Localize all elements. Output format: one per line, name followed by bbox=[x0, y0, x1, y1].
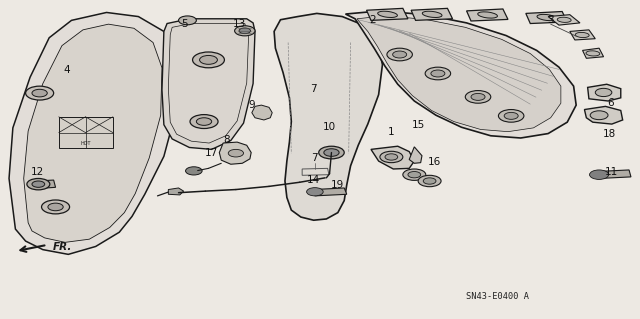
Circle shape bbox=[27, 178, 50, 190]
Circle shape bbox=[431, 70, 445, 77]
Circle shape bbox=[32, 89, 47, 97]
Polygon shape bbox=[409, 147, 422, 163]
Polygon shape bbox=[346, 11, 576, 138]
Circle shape bbox=[465, 91, 491, 103]
Polygon shape bbox=[526, 11, 567, 24]
Circle shape bbox=[423, 178, 436, 184]
Circle shape bbox=[385, 154, 397, 160]
Text: FR.: FR. bbox=[52, 242, 72, 252]
Polygon shape bbox=[24, 24, 162, 242]
Circle shape bbox=[196, 118, 212, 125]
Circle shape bbox=[504, 112, 518, 119]
Circle shape bbox=[186, 167, 202, 175]
Text: HOT: HOT bbox=[80, 141, 91, 146]
Text: 17: 17 bbox=[205, 148, 218, 158]
Polygon shape bbox=[570, 30, 595, 40]
Circle shape bbox=[380, 151, 403, 163]
Circle shape bbox=[499, 109, 524, 122]
Circle shape bbox=[239, 28, 250, 33]
Circle shape bbox=[179, 16, 196, 25]
Circle shape bbox=[235, 26, 255, 36]
Circle shape bbox=[32, 181, 45, 187]
Circle shape bbox=[319, 146, 344, 159]
Circle shape bbox=[200, 56, 218, 64]
Polygon shape bbox=[59, 117, 113, 148]
Circle shape bbox=[393, 51, 406, 58]
Polygon shape bbox=[168, 188, 184, 195]
Circle shape bbox=[190, 115, 218, 129]
Text: 9: 9 bbox=[248, 100, 255, 110]
Text: 1: 1 bbox=[388, 127, 395, 137]
Circle shape bbox=[403, 169, 426, 180]
Polygon shape bbox=[597, 170, 631, 178]
Circle shape bbox=[425, 67, 451, 80]
Polygon shape bbox=[548, 15, 580, 25]
Polygon shape bbox=[467, 9, 508, 21]
Text: 14: 14 bbox=[307, 175, 319, 185]
Polygon shape bbox=[588, 84, 621, 101]
Ellipse shape bbox=[477, 12, 497, 18]
Circle shape bbox=[595, 88, 612, 97]
Circle shape bbox=[42, 200, 70, 214]
Ellipse shape bbox=[575, 33, 589, 38]
Polygon shape bbox=[9, 12, 177, 254]
Ellipse shape bbox=[557, 17, 571, 22]
Text: 12: 12 bbox=[31, 167, 44, 176]
Polygon shape bbox=[274, 13, 383, 220]
Circle shape bbox=[387, 48, 412, 61]
Text: 6: 6 bbox=[607, 98, 614, 108]
Polygon shape bbox=[411, 8, 452, 20]
Text: 7: 7 bbox=[310, 84, 317, 94]
Polygon shape bbox=[314, 188, 347, 196]
Text: 7: 7 bbox=[312, 153, 318, 163]
Text: 5: 5 bbox=[181, 19, 188, 28]
Text: 13: 13 bbox=[232, 19, 246, 28]
Text: 19: 19 bbox=[331, 180, 344, 190]
Text: 18: 18 bbox=[604, 129, 616, 138]
Text: SN43-E0400 A: SN43-E0400 A bbox=[466, 292, 529, 300]
Circle shape bbox=[589, 170, 609, 179]
Polygon shape bbox=[162, 19, 255, 149]
Polygon shape bbox=[367, 8, 408, 20]
Text: 15: 15 bbox=[412, 120, 426, 130]
Circle shape bbox=[418, 175, 441, 187]
Circle shape bbox=[307, 188, 323, 196]
Text: 8: 8 bbox=[223, 135, 230, 145]
Polygon shape bbox=[584, 106, 623, 124]
Text: 3: 3 bbox=[547, 15, 554, 26]
Circle shape bbox=[408, 172, 420, 178]
Ellipse shape bbox=[586, 51, 600, 56]
Circle shape bbox=[193, 52, 225, 68]
Circle shape bbox=[26, 86, 54, 100]
Polygon shape bbox=[371, 146, 414, 169]
Polygon shape bbox=[307, 172, 328, 178]
Polygon shape bbox=[252, 105, 272, 120]
Text: 16: 16 bbox=[428, 157, 442, 167]
Text: 10: 10 bbox=[323, 122, 335, 132]
Polygon shape bbox=[36, 180, 56, 189]
Ellipse shape bbox=[378, 11, 397, 18]
Text: 2: 2 bbox=[369, 15, 376, 26]
Circle shape bbox=[228, 149, 244, 157]
Circle shape bbox=[324, 149, 339, 156]
Circle shape bbox=[48, 203, 63, 211]
Polygon shape bbox=[357, 16, 561, 132]
Ellipse shape bbox=[422, 11, 442, 18]
Polygon shape bbox=[220, 142, 251, 164]
Circle shape bbox=[590, 111, 608, 120]
Circle shape bbox=[471, 93, 485, 100]
Text: 11: 11 bbox=[605, 167, 618, 176]
Ellipse shape bbox=[537, 14, 557, 21]
Polygon shape bbox=[582, 48, 604, 58]
Text: 4: 4 bbox=[63, 65, 70, 75]
